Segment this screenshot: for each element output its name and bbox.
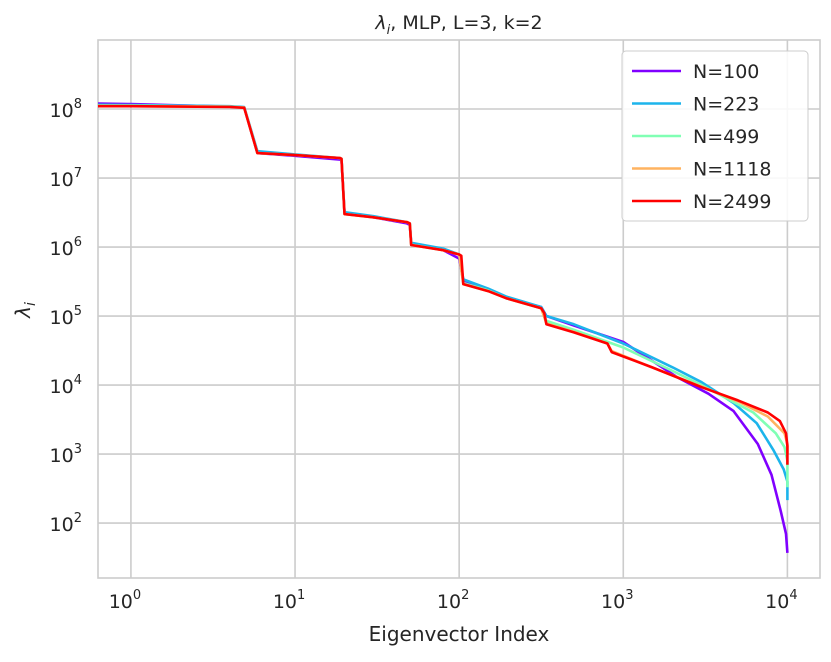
legend-label: N=2499	[693, 191, 772, 213]
x-tick-label: 102	[437, 588, 469, 613]
y-tick-label: 106	[50, 235, 82, 260]
y-tick-label: 107	[50, 166, 82, 191]
x-tick-label: 103	[601, 588, 633, 613]
y-tick-label: 104	[50, 373, 82, 398]
y-tick-label: 103	[50, 442, 82, 467]
legend-box	[621, 50, 809, 222]
y-axis-label: λi	[11, 302, 39, 319]
legend-label: N=100	[693, 61, 759, 83]
series-line-n-2499	[98, 104, 789, 465]
grid	[98, 40, 820, 578]
x-tick-label: 104	[765, 588, 797, 613]
legend-label: N=1118	[693, 159, 772, 181]
legend: N=100 N=223 N=499 N=1118 N=2499	[621, 50, 809, 222]
chart-title: λi, MLP, L=3, k=2	[374, 12, 542, 38]
legend-label: N=223	[693, 94, 759, 116]
x-tick-label: 100	[109, 588, 141, 613]
x-axis-label: Eigenvector Index	[369, 622, 550, 646]
x-tick-label: 101	[273, 588, 305, 613]
series-lines	[97, 102, 789, 553]
y-tick-label: 108	[50, 97, 82, 122]
tick-labels: 100 101 102 103 104 102 103 104 105 106 107 108	[50, 97, 798, 613]
y-tick-label: 102	[50, 511, 82, 536]
y-tick-label: 105	[50, 304, 82, 329]
legend-label: N=499	[693, 126, 759, 148]
